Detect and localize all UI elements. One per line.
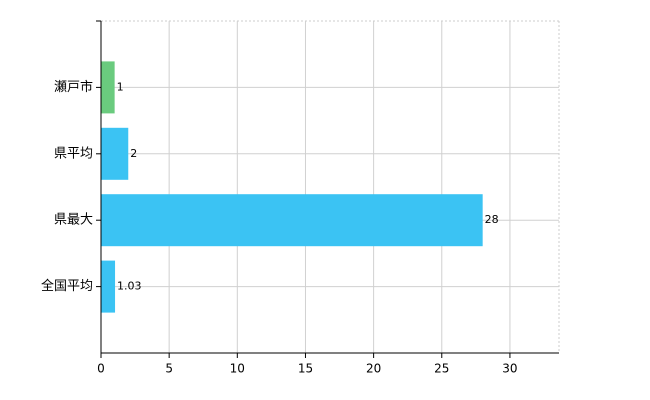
x-tick-label: 15 <box>298 362 313 376</box>
data-label: 28 <box>485 213 499 226</box>
data-label: 2 <box>130 147 137 160</box>
x-tick-label: 30 <box>502 362 517 376</box>
x-tick-label: 20 <box>366 362 381 376</box>
y-tick-label: 全国平均 <box>41 278 93 294</box>
y-tick-label: 県平均 <box>54 146 93 161</box>
bar <box>101 127 129 180</box>
x-tick-label: 25 <box>434 362 449 376</box>
x-tick-label: 0 <box>97 362 105 376</box>
data-label: 1 <box>117 80 124 93</box>
bar <box>101 194 483 247</box>
y-tick-label: 県最大 <box>54 213 93 228</box>
x-tick-label: 5 <box>165 362 173 376</box>
x-tick-label: 10 <box>230 362 245 376</box>
bar <box>101 61 115 114</box>
y-tick-label: 瀬戸市 <box>54 79 93 95</box>
data-label: 1.03 <box>117 280 142 293</box>
bar <box>101 260 116 313</box>
